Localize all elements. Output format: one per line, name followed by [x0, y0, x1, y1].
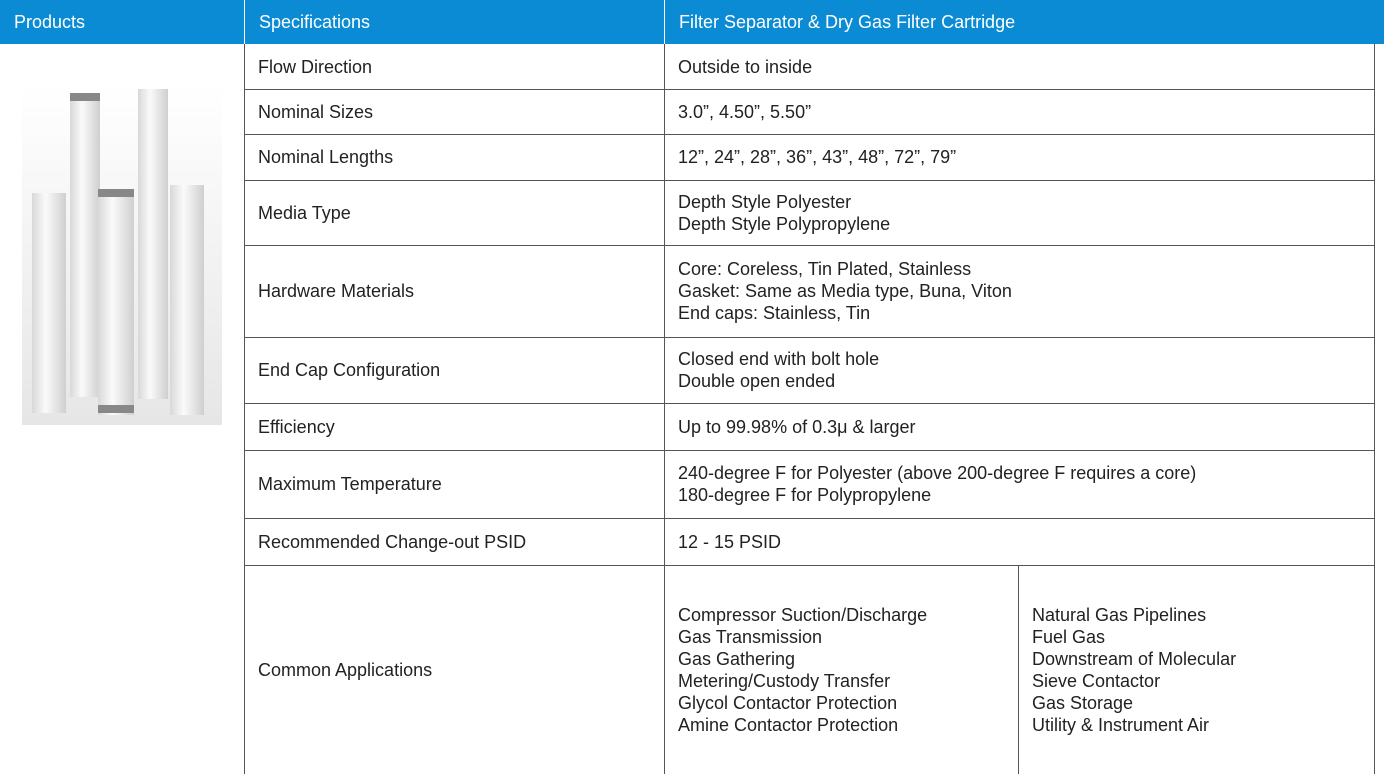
cell-line: Compressor Suction/Discharge	[678, 604, 1018, 626]
cell-line: End caps: Stainless, Tin	[678, 302, 1374, 324]
cell-line: Amine Contactor Protection	[678, 714, 1018, 736]
cell-line: 3.0”, 4.50”, 5.50”	[678, 101, 1374, 123]
cell-line: 180-degree F for Polypropylene	[678, 484, 1374, 506]
cell-line: 240-degree F for Polyester (above 200-de…	[678, 462, 1374, 484]
product-image	[22, 85, 222, 425]
header-product-name: Filter Separator & Dry Gas Filter Cartri…	[664, 0, 1384, 44]
spec-label: Flow Direction	[244, 44, 664, 89]
spec-value: Up to 99.98% of 0.3μ & larger	[664, 403, 1374, 450]
spec-label: End Cap Configuration	[244, 337, 664, 403]
spec-label: Nominal Sizes	[244, 89, 664, 134]
cell-line: Fuel Gas	[1032, 626, 1374, 648]
cell-line: Utility & Instrument Air	[1032, 714, 1374, 736]
column-border	[664, 44, 665, 774]
spec-label: Nominal Lengths	[244, 134, 664, 180]
cell-line: Closed end with bolt hole	[678, 348, 1374, 370]
cell-line: Up to 99.98% of 0.3μ & larger	[678, 416, 1374, 438]
column-border	[1374, 44, 1375, 774]
spec-value: Outside to inside	[664, 44, 1374, 89]
cell-line: Downstream of Molecular	[1032, 648, 1374, 670]
cell-line: Depth Style Polyester	[678, 191, 1374, 213]
column-border	[244, 44, 245, 774]
header-specifications: Specifications	[244, 0, 664, 44]
spec-label: Recommended Change-out PSID	[244, 518, 664, 565]
cell-line: Double open ended	[678, 370, 1374, 392]
spec-label: Common Applications	[244, 565, 664, 774]
page: Products Specifications Filter Separator…	[0, 0, 1384, 774]
spec-label: Maximum Temperature	[244, 450, 664, 518]
cell-line: Gasket: Same as Media type, Buna, Viton	[678, 280, 1374, 302]
cell-line: Gas Storage	[1032, 692, 1374, 714]
spec-value: 12 - 15 PSID	[664, 518, 1374, 565]
cell-line: 12 - 15 PSID	[678, 531, 1374, 553]
cell-line: Sieve Contactor	[1032, 670, 1374, 692]
cell-line: Core: Coreless, Tin Plated, Stainless	[678, 258, 1374, 280]
spec-value: 3.0”, 4.50”, 5.50”	[664, 89, 1374, 134]
spec-label: Media Type	[244, 180, 664, 245]
cell-line: Depth Style Polypropylene	[678, 213, 1374, 235]
cell-line: Natural Gas Pipelines	[1032, 604, 1374, 626]
cell-line: Metering/Custody Transfer	[678, 670, 1018, 692]
cell-line: 12”, 24”, 28”, 36”, 43”, 48”, 72”, 79”	[678, 146, 1374, 168]
spec-value: 12”, 24”, 28”, 36”, 43”, 48”, 72”, 79”	[664, 134, 1374, 180]
cell-line: Outside to inside	[678, 56, 1374, 78]
cell-line: Gas Gathering	[678, 648, 1018, 670]
spec-value: 240-degree F for Polyester (above 200-de…	[664, 450, 1374, 518]
cell-line: Glycol Contactor Protection	[678, 692, 1018, 714]
header-products: Products	[0, 0, 244, 44]
spec-label: Hardware Materials	[244, 245, 664, 337]
spec-label: Efficiency	[244, 403, 664, 450]
cell-line: Gas Transmission	[678, 626, 1018, 648]
column-border	[1018, 565, 1019, 774]
